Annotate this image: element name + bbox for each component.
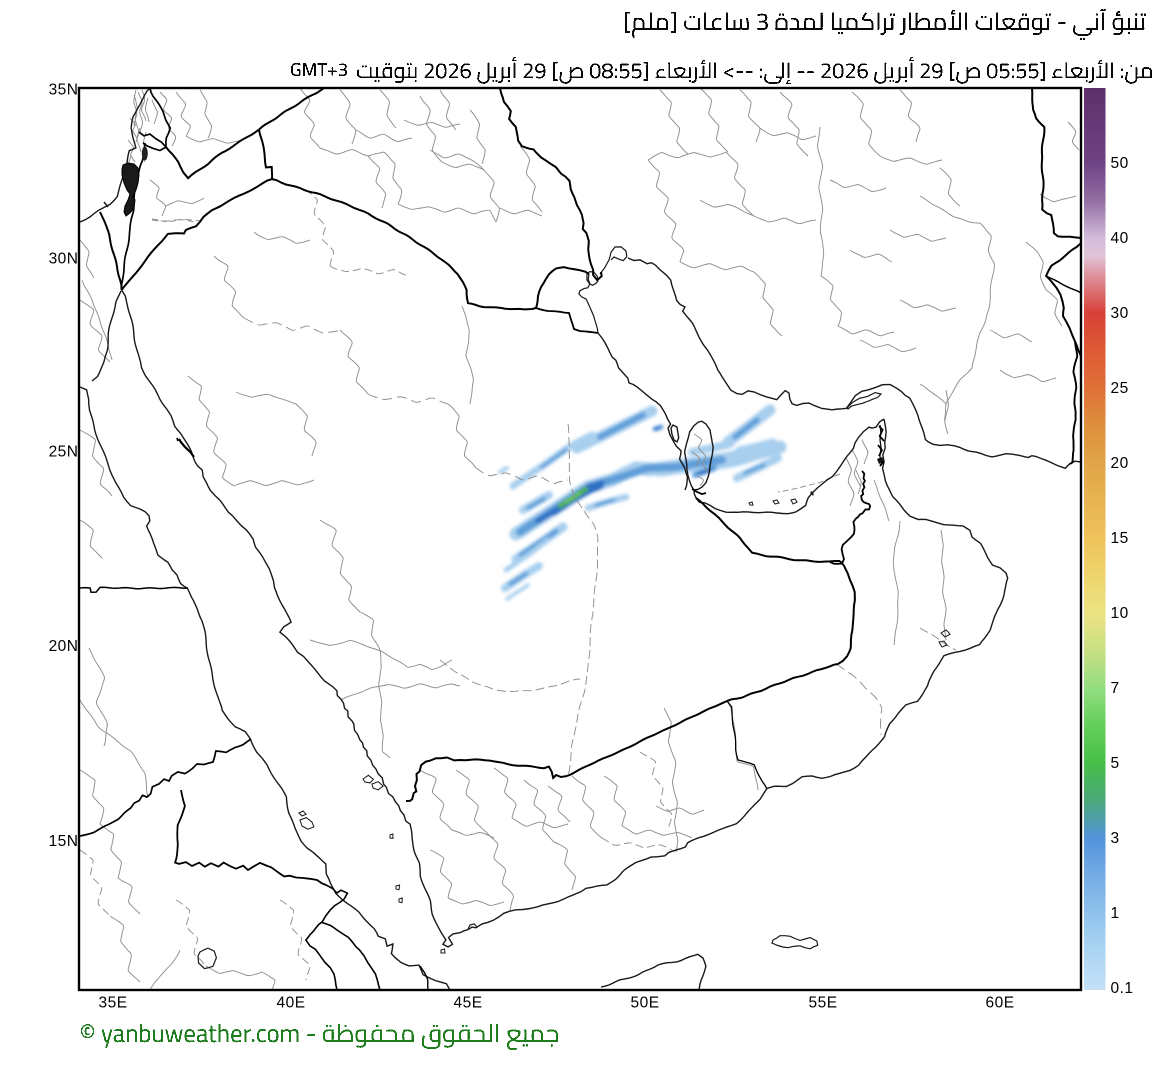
svg-text:45E: 45E [453,995,482,1012]
svg-text:60E: 60E [985,995,1014,1012]
svg-text:25: 25 [1111,380,1129,397]
svg-text:15: 15 [1111,530,1129,547]
svg-text:30N: 30N [49,250,79,267]
svg-text:20N: 20N [49,638,79,655]
svg-text:35E: 35E [98,995,127,1012]
svg-text:55E: 55E [808,995,837,1012]
svg-text:15N: 15N [49,833,79,850]
svg-text:10: 10 [1111,605,1129,622]
svg-text:50: 50 [1111,155,1129,172]
svg-text:5: 5 [1111,755,1120,772]
svg-text:20: 20 [1111,455,1129,472]
svg-text:35N: 35N [49,82,79,99]
svg-text:0.1: 0.1 [1111,980,1134,997]
svg-text:25N: 25N [49,444,79,461]
svg-text:40E: 40E [276,995,305,1012]
svg-text:30: 30 [1111,305,1129,322]
svg-text:50E: 50E [630,995,659,1012]
svg-text:3: 3 [1111,830,1120,847]
svg-text:1: 1 [1111,905,1120,922]
svg-text:7: 7 [1111,680,1120,697]
svg-text:40: 40 [1111,230,1129,247]
